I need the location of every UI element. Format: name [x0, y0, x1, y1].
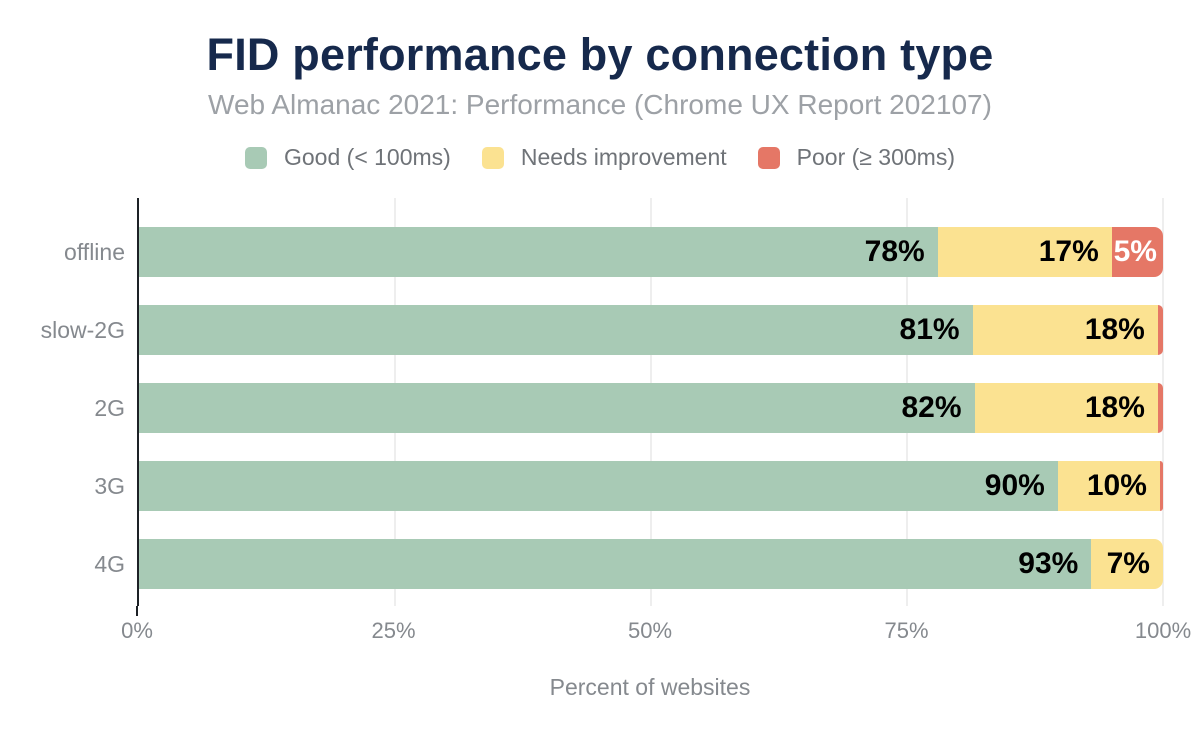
bar-segment-good[interactable]: 82% — [139, 382, 975, 433]
bar-row-offline: offline 78% 17% 5% — [64, 226, 1163, 277]
legend-item-needs-improvement[interactable]: Needs improvement — [481, 144, 727, 171]
bar-row-3G: 3G 90% 10% — [94, 460, 1163, 511]
legend-swatch-needs-improvement — [481, 146, 504, 169]
bar-segment-good[interactable]: 90% — [139, 460, 1058, 511]
x-axis-tick-label-75: 75% — [884, 617, 929, 643]
legend-label-needs-improvement: Needs improvement — [520, 144, 727, 171]
bar-segment-needs-improvement[interactable]: 10% — [1057, 460, 1160, 511]
bar-segment-good[interactable]: 81% — [139, 304, 973, 355]
bar-segment-good[interactable]: 93% — [139, 538, 1092, 589]
bar-segment-poor[interactable] — [1157, 382, 1163, 433]
bar-segment-poor[interactable] — [1159, 460, 1163, 511]
bar-segment-needs-improvement[interactable]: 17% — [937, 226, 1112, 277]
bar-value-label: 5% — [1113, 234, 1157, 268]
bar-value-label: 18% — [1084, 390, 1145, 424]
bar-value-label: 93% — [1018, 546, 1079, 580]
chart-area: offline 78% 17% 5% slow-2G 81% 18% 2G 82% 18% 3G 90… — [41, 197, 1164, 606]
y-axis-line-tail — [136, 605, 138, 616]
legend-item-good[interactable]: Good (< 100ms) — [245, 144, 451, 171]
gridline-100 — [1162, 197, 1164, 606]
plot-area: offline 78% 17% 5% slow-2G 81% 18% 2G 82% 18% 3G 90… — [41, 197, 1164, 606]
bar-segment-good[interactable]: 78% — [139, 226, 938, 277]
legend-item-poor[interactable]: Poor (≥ 300ms) — [757, 144, 955, 171]
bar-value-label: 90% — [984, 468, 1045, 502]
bar-value-label: 10% — [1086, 468, 1147, 502]
y-axis-label: 2G — [94, 394, 125, 421]
y-axis-label: offline — [64, 238, 125, 265]
x-axis-tick-label-100: 100% — [1134, 617, 1192, 643]
x-axis-title: Percent of websites — [549, 673, 751, 700]
legend-label-good: Good (< 100ms) — [284, 144, 451, 171]
x-axis-tick-label-0: 0% — [121, 617, 153, 643]
bar-segment-poor[interactable] — [1157, 304, 1163, 355]
y-axis-label: 4G — [94, 550, 125, 577]
legend: Good (< 100ms) Needs improvement Poor (≥ 3… — [0, 144, 1200, 172]
legend-label-poor: Poor (≥ 300ms) — [796, 144, 955, 171]
bar-value-label: 78% — [864, 234, 925, 268]
bar-value-label: 82% — [901, 390, 962, 424]
bar-segment-poor[interactable]: 5% — [1111, 226, 1163, 277]
bar-segment-needs-improvement[interactable]: 18% — [972, 304, 1158, 355]
x-axis-tick-label-25: 25% — [371, 617, 416, 643]
bar-row-4G: 4G 93% 7% — [94, 538, 1163, 589]
bar-value-label: 17% — [1038, 234, 1099, 268]
bar-segment-needs-improvement[interactable]: 18% — [974, 382, 1158, 433]
bar-value-label: 81% — [899, 312, 960, 346]
chart-title: FID performance by connection type — [206, 29, 994, 80]
bar-row-slow-2G: slow-2G 81% 18% — [41, 304, 1163, 355]
y-axis-label: slow-2G — [40, 316, 125, 343]
bar-value-label: 18% — [1084, 312, 1145, 346]
bar-rows: offline 78% 17% 5% slow-2G 81% 18% 2G 82% 18% 3G 90… — [41, 226, 1163, 589]
bar-value-label: 7% — [1106, 546, 1150, 580]
y-axis-label: 3G — [94, 472, 125, 499]
chart-subtitle: Web Almanac 2021: Performance (Chrome UX… — [208, 89, 992, 121]
legend-swatch-good — [245, 146, 267, 169]
x-axis: 0% 25% 50% 75% 100% — [121, 605, 1191, 648]
legend-swatch-poor — [757, 146, 780, 169]
x-axis-tick-label-50: 50% — [627, 617, 673, 643]
bar-row-2G: 2G 82% 18% — [94, 382, 1163, 433]
bar-segment-needs-improvement[interactable]: 7% — [1091, 538, 1163, 589]
